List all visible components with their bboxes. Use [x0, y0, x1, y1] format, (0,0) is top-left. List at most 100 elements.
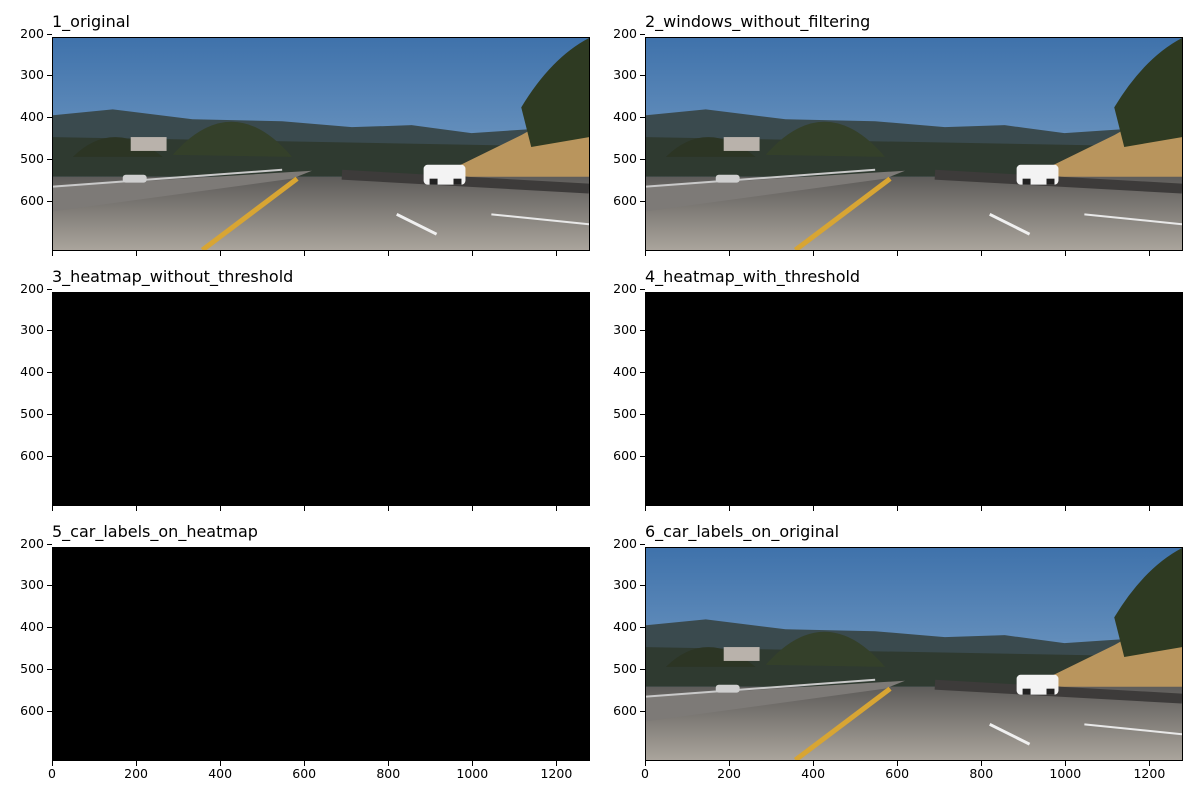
y-tick-mark: [640, 117, 645, 119]
x-tick-mark: [1149, 251, 1151, 256]
x-tick-mark: [1149, 761, 1151, 766]
x-tick-mark: [1065, 251, 1067, 256]
x-tick-mark: [813, 251, 815, 256]
panel-title: 5_car_labels_on_heatmap: [52, 522, 258, 541]
x-tick-label: 0: [641, 766, 649, 781]
x-tick-mark: [472, 506, 474, 511]
x-tick-mark: [472, 761, 474, 766]
y-tick-mark: [640, 159, 645, 161]
x-tick-mark: [472, 251, 474, 256]
x-tick-mark: [813, 506, 815, 511]
x-tick-mark: [645, 506, 646, 511]
x-tick-mark: [1065, 761, 1067, 766]
y-tick-mark: [640, 710, 645, 712]
y-tick-label: 200: [20, 25, 44, 41]
x-tick-mark: [981, 251, 983, 256]
panel-title: 1_original: [52, 12, 130, 31]
y-tick-mark: [640, 669, 645, 671]
y-tick-label: 300: [613, 322, 637, 338]
road-scene-image: [646, 38, 1182, 250]
heatmap-panel: [52, 292, 590, 506]
y-tick-mark: [640, 627, 645, 629]
y-tick-label: 200: [613, 25, 637, 41]
x-tick-mark: [556, 761, 558, 766]
x-tick-mark: [897, 761, 899, 766]
road-scene-image: [53, 38, 589, 250]
x-tick-mark: [136, 506, 138, 511]
y-tick-label: 500: [613, 406, 637, 422]
x-tick-label: 400: [801, 766, 826, 781]
y-tick-label: 400: [613, 364, 637, 380]
x-tick-mark: [304, 761, 306, 766]
y-tick-label: 200: [613, 535, 637, 551]
x-tick-mark: [1065, 506, 1067, 511]
x-tick-mark: [729, 506, 731, 511]
y-tick-mark: [47, 543, 52, 545]
y-tick-mark: [47, 414, 52, 416]
y-tick-label: 500: [613, 151, 637, 167]
y-tick-label: 600: [20, 702, 44, 718]
y-tick-label: 200: [20, 280, 44, 296]
x-tick-mark: [220, 761, 222, 766]
x-tick-label: 600: [885, 766, 910, 781]
x-tick-label: 1200: [1133, 766, 1166, 781]
y-tick-mark: [47, 288, 52, 290]
y-tick-mark: [47, 669, 52, 671]
y-tick-mark: [47, 455, 52, 457]
y-tick-label: 400: [613, 109, 637, 125]
image-panel: [52, 37, 590, 251]
y-tick-mark: [640, 200, 645, 202]
y-tick-label: 600: [20, 447, 44, 463]
x-tick-label: 800: [376, 766, 401, 781]
x-tick-mark: [388, 761, 390, 766]
x-tick-label: 1200: [540, 766, 573, 781]
y-tick-mark: [47, 330, 52, 332]
x-tick-label: 1000: [456, 766, 489, 781]
heatmap-panel: [52, 547, 590, 761]
y-tick-label: 500: [20, 151, 44, 167]
x-tick-mark: [645, 251, 646, 256]
x-tick-mark: [1149, 506, 1151, 511]
y-tick-mark: [47, 585, 52, 587]
y-tick-mark: [47, 710, 52, 712]
y-tick-label: 600: [613, 702, 637, 718]
y-tick-label: 400: [613, 619, 637, 635]
y-tick-mark: [640, 330, 645, 332]
y-tick-mark: [640, 288, 645, 290]
y-tick-label: 500: [20, 406, 44, 422]
y-tick-mark: [640, 543, 645, 545]
y-tick-mark: [47, 372, 52, 374]
x-tick-mark: [556, 506, 558, 511]
y-tick-mark: [47, 117, 52, 119]
x-tick-mark: [981, 506, 983, 511]
x-tick-mark: [136, 761, 138, 766]
y-tick-label: 300: [20, 322, 44, 338]
panel-title: 3_heatmap_without_threshold: [52, 267, 294, 286]
panel-title: 2_windows_without_filtering: [645, 12, 871, 31]
x-tick-mark: [981, 761, 983, 766]
y-tick-mark: [640, 372, 645, 374]
y-tick-mark: [47, 627, 52, 629]
x-tick-mark: [52, 251, 53, 256]
y-tick-label: 200: [20, 535, 44, 551]
road-scene-image: [646, 548, 1182, 760]
x-tick-mark: [220, 251, 222, 256]
panel-title: 6_car_labels_on_original: [645, 522, 840, 541]
heatmap-panel: [645, 292, 1183, 506]
y-tick-label: 500: [20, 661, 44, 677]
y-tick-label: 200: [613, 280, 637, 296]
y-tick-mark: [640, 75, 645, 77]
y-tick-label: 400: [20, 619, 44, 635]
y-tick-label: 300: [613, 577, 637, 593]
x-tick-mark: [645, 761, 646, 766]
image-panel: [645, 37, 1183, 251]
y-tick-mark: [47, 33, 52, 35]
y-tick-label: 500: [613, 661, 637, 677]
x-tick-label: 600: [292, 766, 317, 781]
x-tick-label: 800: [969, 766, 994, 781]
x-tick-label: 0: [48, 766, 56, 781]
x-tick-mark: [304, 251, 306, 256]
y-tick-label: 300: [20, 577, 44, 593]
x-tick-mark: [136, 251, 138, 256]
x-tick-mark: [729, 251, 731, 256]
